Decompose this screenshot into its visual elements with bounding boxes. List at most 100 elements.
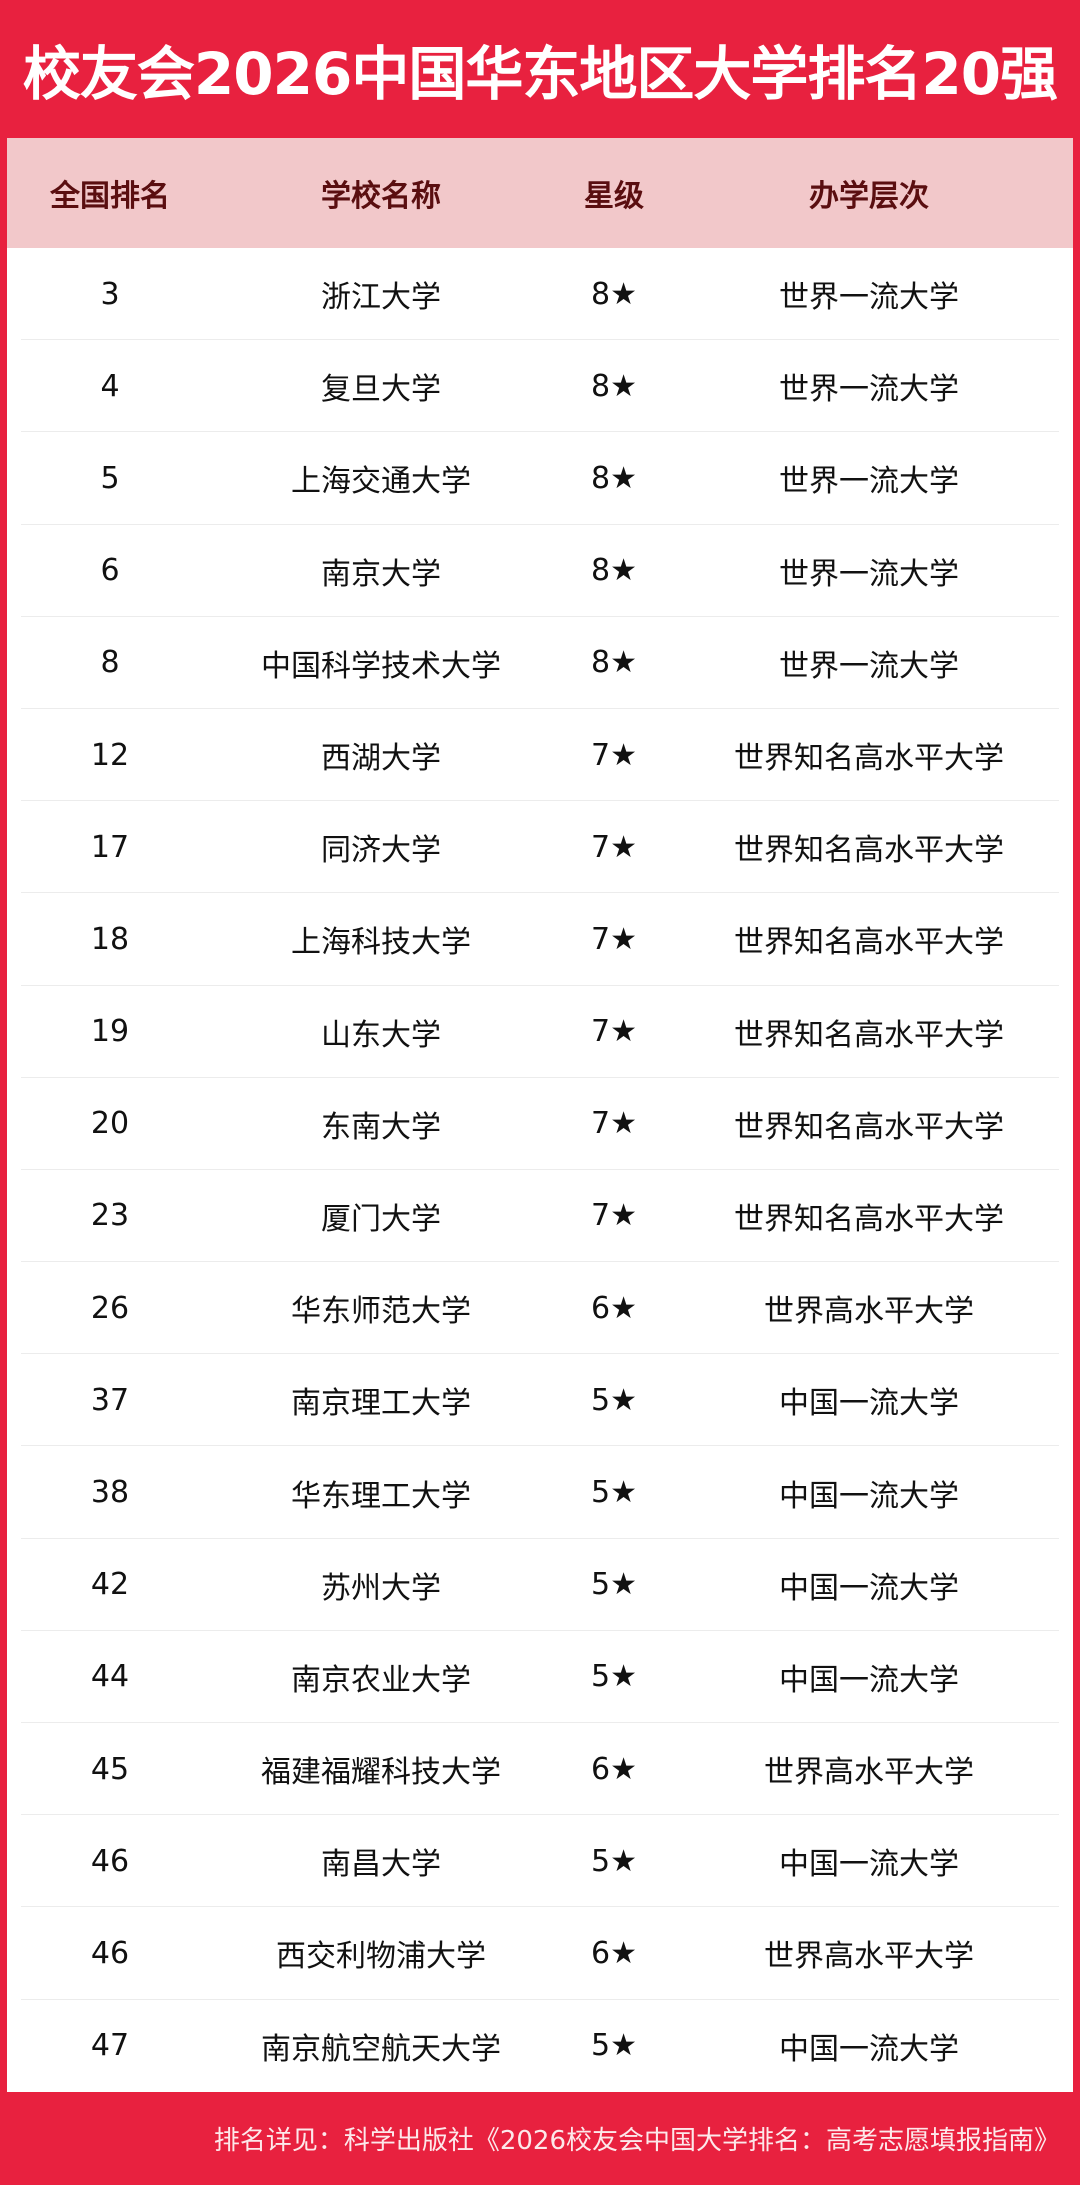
school-name-cell: 西交利物浦大学 [276, 1939, 486, 1975]
level-cell: 世界知名高水平大学 [734, 741, 1004, 777]
rank-cell: 17 [90, 829, 130, 865]
level-cell: 世界高水平大学 [764, 1939, 974, 1975]
rank-cell: 23 [90, 1198, 130, 1234]
table-row: 26 华东师范大学 6★ 世界高水平大学 [7, 1262, 1073, 1355]
school-name-cell: 南昌大学 [321, 1847, 441, 1883]
school-name-cell: 南京大学 [321, 556, 441, 592]
level-cell: 世界一流大学 [779, 464, 959, 500]
star-rating-cell: 7★ [591, 921, 637, 957]
table-row: 46 南昌大学 5★ 中国一流大学 [7, 1815, 1073, 1908]
level-cell: 世界知名高水平大学 [734, 1201, 1004, 1237]
rank-cell: 37 [90, 1382, 130, 1418]
source-note: 排名详见：科学出版社《2026校友会中国大学排名：高考志愿填报指南》 [213, 2126, 1060, 2156]
star-rating-cell: 7★ [591, 1106, 637, 1142]
school-name-cell: 福建福耀科技大学 [261, 1755, 501, 1791]
level-cell: 中国一流大学 [779, 1570, 959, 1606]
table-row: 4 复旦大学 8★ 世界一流大学 [7, 340, 1073, 433]
column-header-rank: 全国排名 [50, 179, 170, 214]
star-rating-cell: 5★ [591, 1659, 637, 1695]
school-name-cell: 西湖大学 [321, 741, 441, 777]
table-row: 19 山东大学 7★ 世界知名高水平大学 [7, 986, 1073, 1078]
school-name-cell: 南京农业大学 [291, 1662, 471, 1698]
rank-cell: 20 [90, 1106, 130, 1142]
school-name-cell: 厦门大学 [321, 1201, 441, 1237]
rank-cell: 38 [90, 1475, 130, 1511]
star-rating-cell: 5★ [591, 1475, 637, 1511]
rank-cell: 46 [90, 1843, 130, 1879]
table-row: 20 东南大学 7★ 世界知名高水平大学 [7, 1078, 1073, 1171]
school-name-cell: 复旦大学 [321, 372, 441, 408]
rank-cell: 8 [100, 645, 120, 681]
star-rating-cell: 7★ [591, 737, 637, 773]
column-header-school: 学校名称 [321, 179, 441, 214]
table-row: 12 西湖大学 7★ 世界知名高水平大学 [7, 709, 1073, 802]
table-row: 45 福建福耀科技大学 6★ 世界高水平大学 [7, 1723, 1073, 1816]
table-row: 46 西交利物浦大学 6★ 世界高水平大学 [7, 1907, 1073, 2000]
level-cell: 世界知名高水平大学 [734, 925, 1004, 961]
level-cell: 世界知名高水平大学 [734, 833, 1004, 869]
school-name-cell: 苏州大学 [321, 1570, 441, 1606]
level-cell: 中国一流大学 [779, 1847, 959, 1883]
school-name-cell: 山东大学 [321, 1017, 441, 1053]
rank-cell: 46 [90, 1935, 130, 1971]
star-rating-cell: 7★ [591, 1014, 637, 1050]
column-header-level: 办学层次 [809, 179, 929, 214]
level-cell: 中国一流大学 [779, 1478, 959, 1514]
level-cell: 中国一流大学 [779, 1662, 959, 1698]
rank-cell: 4 [100, 368, 120, 404]
rank-cell: 44 [90, 1659, 130, 1695]
table-row: 6 南京大学 8★ 世界一流大学 [7, 525, 1073, 617]
table-row: 47 南京航空航天大学 5★ 中国一流大学 [7, 2000, 1073, 2092]
table-row: 38 华东理工大学 5★ 中国一流大学 [7, 1446, 1073, 1539]
star-rating-cell: 7★ [591, 829, 637, 865]
rank-cell: 45 [90, 1751, 130, 1787]
star-rating-cell: 5★ [591, 1567, 637, 1603]
rank-cell: 47 [90, 2028, 130, 2064]
table-row: 18 上海科技大学 7★ 世界知名高水平大学 [7, 893, 1073, 986]
table-row: 42 苏州大学 5★ 中国一流大学 [7, 1539, 1073, 1632]
rank-cell: 5 [100, 460, 120, 496]
level-cell: 世界知名高水平大学 [734, 1109, 1004, 1145]
rank-cell: 6 [100, 553, 120, 589]
rank-cell: 26 [90, 1290, 130, 1326]
table-body: 3 浙江大学 8★ 世界一流大学 4 复旦大学 8★ 世界一流大学 5 上海交通大学 8★ 世界一流大… [7, 248, 1073, 2092]
level-cell: 世界知名高水平大学 [734, 1017, 1004, 1053]
table-row: 37 南京理工大学 5★ 中国一流大学 [7, 1354, 1073, 1447]
star-rating-cell: 8★ [591, 460, 637, 496]
star-rating-cell: 6★ [591, 1935, 637, 1971]
level-cell: 中国一流大学 [779, 1386, 959, 1422]
school-name-cell: 中国科学技术大学 [261, 648, 501, 684]
school-name-cell: 华东理工大学 [291, 1478, 471, 1514]
rank-cell: 19 [90, 1014, 130, 1050]
star-rating-cell: 8★ [591, 645, 637, 681]
rank-cell: 42 [90, 1567, 130, 1603]
star-rating-cell: 7★ [591, 1198, 637, 1234]
table-row: 5 上海交通大学 8★ 世界一流大学 [7, 432, 1073, 525]
table-row: 44 南京农业大学 5★ 中国一流大学 [7, 1631, 1073, 1724]
level-cell: 中国一流大学 [779, 2031, 959, 2067]
level-cell: 世界一流大学 [779, 648, 959, 684]
page-title: 校友会2026中国华东地区大学排名20强 [22, 40, 1058, 108]
table-header: 全国排名 学校名称 星级 办学层次 [7, 138, 1073, 248]
rank-cell: 3 [100, 276, 120, 312]
star-rating-cell: 6★ [591, 1290, 637, 1326]
school-name-cell: 南京理工大学 [291, 1386, 471, 1422]
table-row: 23 厦门大学 7★ 世界知名高水平大学 [7, 1170, 1073, 1263]
star-rating-cell: 6★ [591, 1751, 637, 1787]
level-cell: 世界高水平大学 [764, 1755, 974, 1791]
star-rating-cell: 5★ [591, 1843, 637, 1879]
star-rating-cell: 8★ [591, 276, 637, 312]
school-name-cell: 东南大学 [321, 1109, 441, 1145]
level-cell: 世界一流大学 [779, 280, 959, 316]
ranking-table: 全国排名 学校名称 星级 办学层次 3 浙江大学 8★ 世界一流大学 4 复旦大学 8★ 世界… [7, 138, 1073, 2092]
level-cell: 世界一流大学 [779, 556, 959, 592]
level-cell: 世界一流大学 [779, 372, 959, 408]
level-cell: 世界高水平大学 [764, 1294, 974, 1330]
star-rating-cell: 5★ [591, 2028, 637, 2064]
rank-cell: 12 [90, 737, 130, 773]
table-row: 3 浙江大学 8★ 世界一流大学 [7, 248, 1073, 341]
table-row: 8 中国科学技术大学 8★ 世界一流大学 [7, 617, 1073, 710]
school-name-cell: 上海科技大学 [291, 925, 471, 961]
school-name-cell: 上海交通大学 [291, 464, 471, 500]
school-name-cell: 南京航空航天大学 [261, 2031, 501, 2067]
